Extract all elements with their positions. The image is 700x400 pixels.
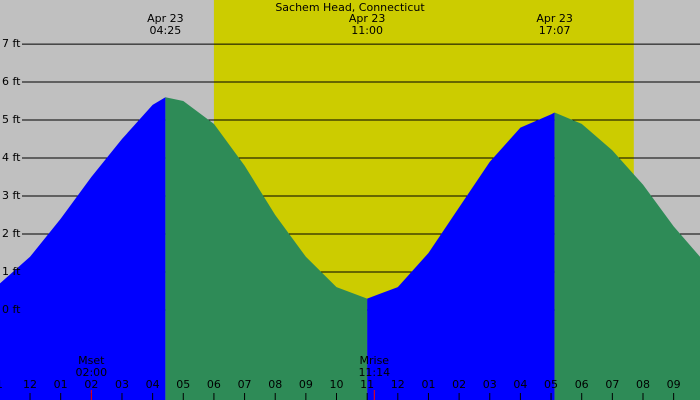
chart-title: Sachem Head, Connecticut xyxy=(275,1,425,14)
x-tick-label: 09 xyxy=(299,378,313,391)
extreme-time: 04:25 xyxy=(150,24,182,37)
x-tick-label: 12 xyxy=(23,378,37,391)
extreme-date: Apr 23 xyxy=(349,12,386,25)
x-tick-label: 1 xyxy=(0,378,3,391)
y-tick-label: 1 ft xyxy=(2,265,21,278)
extreme-date: Apr 23 xyxy=(147,12,184,25)
falling-tide xyxy=(554,112,700,400)
x-tick-label: 12 xyxy=(391,378,405,391)
x-tick-label: 07 xyxy=(605,378,619,391)
falling-tide xyxy=(165,97,368,400)
x-tick-label: 05 xyxy=(544,378,558,391)
x-tick-label: 08 xyxy=(268,378,282,391)
x-tick-label: 01 xyxy=(421,378,435,391)
y-tick-label: 7 ft xyxy=(2,37,21,50)
x-tick-label: 09 xyxy=(667,378,681,391)
moon-label: Mrise xyxy=(360,354,390,367)
x-tick-label: 06 xyxy=(575,378,589,391)
y-tick-label: 0 ft xyxy=(2,303,21,316)
extreme-time: 11:00 xyxy=(351,24,383,37)
x-tick-label: 01 xyxy=(54,378,68,391)
x-tick-label: 04 xyxy=(146,378,160,391)
x-tick-label: 08 xyxy=(636,378,650,391)
x-tick-label: 04 xyxy=(513,378,527,391)
x-tick-label: 11 xyxy=(360,378,374,391)
x-tick-label: 07 xyxy=(238,378,252,391)
rising-tide xyxy=(0,97,166,400)
y-tick-label: 4 ft xyxy=(2,151,21,164)
moon-label: Mset xyxy=(78,354,105,367)
x-tick-label: 02 xyxy=(452,378,466,391)
moon-time: 11:14 xyxy=(358,366,390,379)
x-tick-label: 10 xyxy=(330,378,344,391)
y-tick-label: 2 ft xyxy=(2,227,21,240)
moon-time: 02:00 xyxy=(75,366,107,379)
x-tick-label: 03 xyxy=(115,378,129,391)
y-tick-label: 6 ft xyxy=(2,75,21,88)
extreme-time: 17:07 xyxy=(539,24,571,37)
y-tick-label: 3 ft xyxy=(2,189,21,202)
extreme-date: Apr 23 xyxy=(536,12,573,25)
rising-tide xyxy=(367,112,555,400)
x-tick-label: 03 xyxy=(483,378,497,391)
x-tick-label: 06 xyxy=(207,378,221,391)
y-tick-label: 5 ft xyxy=(2,113,21,126)
x-tick-label: 05 xyxy=(176,378,190,391)
x-tick-label: 02 xyxy=(84,378,98,391)
